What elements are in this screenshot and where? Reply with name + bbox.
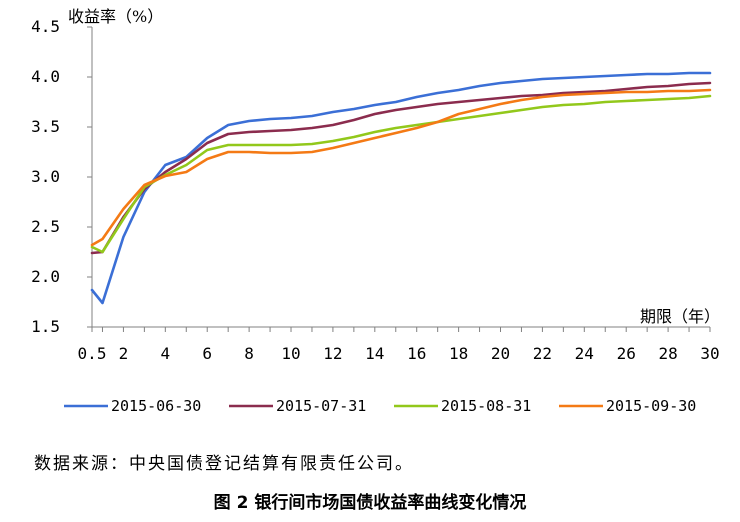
- x-tick-label: 8: [244, 344, 254, 363]
- x-tick-label: 22: [533, 344, 552, 363]
- series-line-2015-08-31: [90, 94, 712, 254]
- x-tick-label: 12: [323, 344, 342, 363]
- x-tick-label: 4: [161, 344, 171, 363]
- legend-label-2015-07-31: 2015-07-31: [276, 397, 366, 415]
- y-tick-label: 3.0: [31, 167, 60, 186]
- x-tick-label: 28: [658, 344, 677, 363]
- y-tick-label: 1.5: [31, 317, 60, 336]
- series-line-2015-06-30: [90, 71, 712, 305]
- y-axis-label: 收益率（%）: [68, 7, 163, 26]
- y-axis-ticks: 1.5 2.0 2.5 3.0 3.5 4.0 4.5: [31, 17, 92, 336]
- x-tick-label: 14: [365, 344, 384, 363]
- y-tick-label: 4.0: [31, 67, 60, 86]
- axes: [91, 27, 710, 328]
- yield-curve-chart: 1.52.02.53.03.54.04.5 0.5 2 4 6 8 10 12 14 16 18 2…: [31, 7, 720, 415]
- y-tick-label: 4.5: [31, 17, 60, 36]
- legend-label-2015-08-31: 2015-08-31: [441, 397, 531, 415]
- x-tick-label: 20: [491, 344, 510, 363]
- y-tick-label: 3.5: [31, 117, 60, 136]
- series-lines: [90, 71, 712, 305]
- series-line-2015-09-30: [90, 88, 712, 247]
- y-tick-label: 2.0: [31, 267, 60, 286]
- x-tick-label: 2: [119, 344, 129, 363]
- x-tick-label: 10: [281, 344, 300, 363]
- x-tick-label: 30: [700, 344, 719, 363]
- legend: 2015-06-30 2015-07-31 2015-08-31 2015-09-30: [64, 397, 696, 415]
- y-tick-label: 2.5: [31, 217, 60, 236]
- legend-label-2015-06-30: 2015-06-30: [111, 397, 201, 415]
- x-tick-label: 0.5: [78, 344, 107, 363]
- series-line-2015-07-31: [90, 81, 712, 255]
- x-tick-label: 6: [202, 344, 212, 363]
- x-tick-label: 18: [449, 344, 468, 363]
- figure-caption: 图 2 银行间市场国债收益率曲线变化情况: [213, 493, 527, 513]
- x-axis-ticks: 0.5 2 4 6 8 10 12 14 16 18 20 22 24 26 28 30: [78, 327, 720, 363]
- x-tick-label: 24: [575, 344, 594, 363]
- source-note: 数据来源：中央国债登记结算有限责任公司。: [34, 454, 414, 474]
- x-tick-label: 26: [617, 344, 636, 363]
- x-axis-label: 期限（年）: [640, 307, 720, 326]
- legend-label-2015-09-30: 2015-09-30: [606, 397, 696, 415]
- x-tick-label: 16: [407, 344, 426, 363]
